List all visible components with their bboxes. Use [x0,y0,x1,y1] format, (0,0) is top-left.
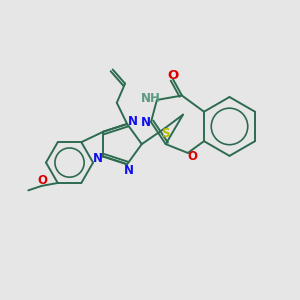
Text: N: N [141,116,151,128]
Text: O: O [167,69,179,82]
Text: O: O [38,174,47,187]
Text: N: N [124,164,134,177]
Text: O: O [187,150,197,163]
Text: NH: NH [140,92,160,105]
Text: N: N [93,152,103,164]
Text: N: N [128,115,137,128]
Text: S: S [161,127,170,140]
